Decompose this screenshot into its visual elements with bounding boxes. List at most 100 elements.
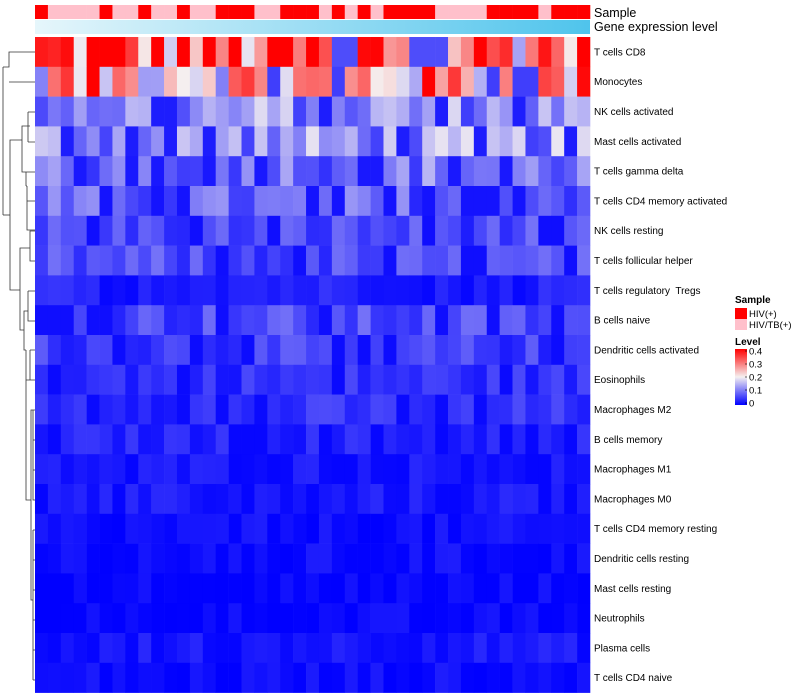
heatmap-cell: [241, 513, 255, 544]
heatmap-cell: [60, 156, 75, 187]
heatmap-cell: [499, 454, 513, 485]
heatmap-cell: [151, 215, 165, 246]
heatmap-cell: [151, 245, 165, 276]
heatmap-cell: [164, 603, 178, 634]
heatmap-cell: [577, 364, 591, 395]
heatmap-cell: [551, 394, 565, 425]
sample-cell: [267, 5, 281, 19]
heatmap-cell: [448, 186, 462, 217]
heatmap-cell: [512, 66, 526, 97]
heatmap-cell: [228, 275, 242, 306]
heatmap-cell: [525, 454, 539, 485]
sample-cell: [448, 5, 462, 19]
heatmap-cell: [331, 305, 346, 336]
row-label: T cells CD8: [594, 47, 646, 58]
heatmap-cell: [318, 543, 333, 574]
heatmap-cell: [409, 662, 423, 693]
heatmap-cell: [228, 424, 242, 455]
heatmap-cell: [112, 603, 126, 634]
heatmap-cell: [396, 364, 410, 395]
heatmap-cell: [473, 37, 488, 68]
heatmap-cell: [331, 573, 346, 604]
heatmap-cell: [370, 394, 384, 425]
heatmap-cell: [331, 186, 346, 217]
heatmap-cell: [99, 215, 113, 246]
heatmap-cell: [499, 66, 513, 97]
heatmap-cell: [35, 424, 49, 455]
heatmap-cell: [538, 394, 552, 425]
heatmap-cell: [254, 662, 268, 693]
heatmap-cell: [383, 37, 397, 68]
heatmap-cell: [538, 424, 552, 455]
heatmap-cell: [35, 66, 49, 97]
heatmap-cell: [306, 394, 320, 425]
heatmap-cell: [86, 215, 100, 246]
heatmap-cell: [86, 364, 100, 395]
heatmap-cell: [331, 126, 346, 157]
heatmap-cell: [331, 424, 346, 455]
heatmap-cell: [164, 305, 178, 336]
heatmap-cell: [176, 66, 191, 97]
heatmap-cell: [267, 484, 281, 515]
heatmap-cell: [473, 484, 488, 515]
heatmap-cell: [331, 513, 346, 544]
heatmap-cell: [409, 394, 423, 425]
heatmap-cell: [176, 37, 191, 68]
row-label: Macrophages M2: [594, 405, 672, 416]
heatmap-cell: [383, 543, 397, 574]
heatmap-cell: [551, 215, 565, 246]
heatmap-cell: [228, 662, 242, 693]
heatmap-cell: [125, 394, 139, 425]
heatmap-cell: [60, 633, 75, 664]
heatmap-cell: [47, 394, 62, 425]
heatmap-cell: [409, 245, 423, 276]
heatmap-cell: [60, 96, 75, 127]
legend-tick-label: 0.2: [749, 373, 762, 384]
heatmap-cell: [435, 275, 449, 306]
heatmap-cell: [318, 394, 333, 425]
heatmap-cell: [435, 335, 449, 366]
heatmap-cell: [306, 573, 320, 604]
heatmap-cell: [422, 454, 436, 485]
heatmap-cell: [318, 37, 333, 68]
heatmap-cell: [293, 37, 307, 68]
heatmap-cell: [344, 662, 358, 693]
heatmap-cell: [551, 186, 565, 217]
heatmap-cell: [280, 573, 294, 604]
heatmap-cell: [564, 424, 578, 455]
heatmap-cell: [73, 394, 87, 425]
heatmap-cell: [99, 245, 113, 276]
heatmap-cell: [99, 156, 113, 187]
heatmap-cell: [215, 603, 229, 634]
heatmap-cell: [460, 305, 475, 336]
heatmap-cell: [486, 126, 500, 157]
legend-sample-title: Sample: [735, 295, 771, 306]
heatmap-cell: [35, 37, 49, 68]
heatmap-cell: [357, 424, 371, 455]
heatmap-cell: [138, 275, 152, 306]
heatmap-cell: [525, 484, 539, 515]
heatmap-cell: [164, 66, 178, 97]
heatmap-cell: [564, 573, 578, 604]
heatmap-cell: [241, 633, 255, 664]
heatmap-cell: [306, 364, 320, 395]
heatmap-cell: [448, 513, 462, 544]
heatmap-cell: [396, 37, 410, 68]
heatmap-cell: [215, 454, 229, 485]
heatmap-cell: [35, 662, 49, 693]
heatmap-cell: [254, 484, 268, 515]
heatmap-cell: [47, 335, 62, 366]
heatmap-cell: [228, 394, 242, 425]
heatmap-cell: [73, 96, 87, 127]
heatmap-cell: [370, 215, 384, 246]
heatmap-cell: [215, 424, 229, 455]
heatmap-cell: [318, 186, 333, 217]
heatmap-cell: [331, 603, 346, 634]
heatmap-cell: [435, 186, 449, 217]
heatmap-cell: [551, 454, 565, 485]
heatmap-cell: [499, 573, 513, 604]
heatmap-cell: [176, 156, 191, 187]
legend-sample: Sample HIV(+) HIV/TB(+): [735, 295, 792, 331]
heatmap-cell: [370, 96, 384, 127]
heatmap-cell: [47, 424, 62, 455]
